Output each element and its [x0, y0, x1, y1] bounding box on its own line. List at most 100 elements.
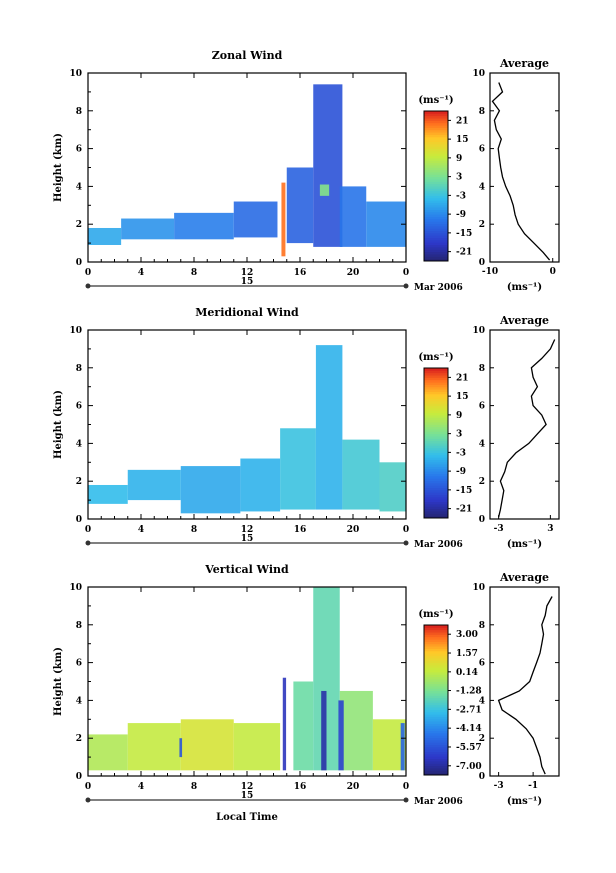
colorbar-segment: [424, 202, 448, 206]
colorbar-segment: [424, 475, 448, 479]
y-tick-label: 0: [76, 515, 82, 525]
colorbar-segment: [424, 735, 448, 738]
x-tick-label: 12: [241, 782, 254, 792]
colorbar-segment: [424, 683, 448, 687]
profile-frame: [489, 586, 560, 777]
colorbar-segment: [424, 239, 448, 243]
colorbar-segment: [424, 760, 448, 764]
colorbar-label: 15: [456, 135, 469, 145]
colorbar-label: 0.14: [456, 668, 478, 678]
colorbar-segment: [424, 200, 448, 203]
colorbar-segment: [424, 391, 448, 395]
colorbar-label: 3: [456, 430, 462, 440]
colorbar-segment: [424, 207, 448, 210]
y-tick-label: 8: [76, 621, 82, 631]
profile-y-tick-label: 10: [472, 326, 485, 336]
colorbar-segment: [424, 167, 448, 171]
data-patch: [321, 690, 327, 771]
colorbar-segment: [424, 669, 448, 673]
colorbar-frame: [423, 624, 449, 776]
colorbar-segment: [424, 253, 448, 257]
colorbar-segment: [424, 372, 448, 376]
x-tick-label: 8: [191, 268, 197, 278]
x-tick-label: 8: [191, 525, 197, 535]
colorbar-segment: [424, 709, 448, 713]
colorbar-segment: [424, 667, 448, 671]
colorbar-unit: (ms⁻¹): [418, 352, 453, 363]
data-patch: [319, 184, 330, 196]
colorbar-label: -21: [456, 248, 472, 258]
profile-y-tick-label: 8: [479, 364, 485, 374]
colorbar-label: 9: [456, 154, 462, 164]
colorbar-segment: [424, 471, 448, 474]
colorbar-segment: [424, 150, 448, 154]
colorbar-segment: [424, 246, 448, 250]
colorbar-segment: [424, 627, 448, 631]
colorbar-segment: [424, 249, 448, 253]
y-tick-label: 6: [76, 145, 82, 155]
colorbar-segment: [424, 746, 448, 750]
colorbar-segment: [424, 431, 448, 435]
colorbar-label: 21: [456, 373, 469, 383]
colorbar-segment: [424, 214, 448, 217]
colorbar-segment: [424, 113, 448, 117]
colorbar-segment: [424, 492, 448, 496]
data-patch: [180, 466, 241, 514]
colorbar-segment: [424, 396, 448, 399]
colorbar-segment: [424, 695, 448, 699]
colorbar-label: 15: [456, 392, 469, 402]
colorbar-segment: [424, 160, 448, 164]
data-patch: [338, 700, 344, 771]
profile-y-tick-label: 4: [479, 696, 485, 706]
average-profile-line: [497, 339, 556, 518]
data-patch: [233, 201, 278, 238]
colorbar-unit: (ms⁻¹): [418, 609, 453, 620]
colorbar-segment: [424, 464, 448, 467]
data-patch: [179, 738, 183, 758]
colorbar-unit: (ms⁻¹): [418, 95, 453, 106]
colorbar-segment: [424, 478, 448, 481]
colorbar-segment: [424, 169, 448, 173]
colorbar-segment: [424, 692, 448, 696]
data-patch: [400, 723, 405, 771]
colorbar-label: -4.14: [456, 724, 482, 734]
profile-frame: [489, 72, 560, 263]
colorbar-segment: [424, 379, 448, 383]
colorbar-segment: [424, 221, 448, 224]
colorbar-segment: [424, 153, 448, 157]
x-tick-label: 20: [347, 525, 360, 535]
colorbar-segment: [424, 767, 448, 771]
colorbar-segment: [424, 723, 448, 727]
data-patch: [339, 186, 367, 247]
colorbar-segment: [424, 197, 448, 201]
colorbar-segment: [424, 134, 448, 138]
average-profile-line: [491, 82, 551, 261]
colorbar-label: -2.71: [456, 705, 482, 715]
date-bar-end: [403, 540, 409, 546]
colorbar-segment: [424, 657, 448, 661]
colorbar-segment: [424, 756, 448, 760]
y-axis-label: Height (km): [53, 647, 64, 716]
colorbar-segment: [424, 744, 448, 748]
date-bar-end: [85, 540, 91, 546]
colorbar-segment: [424, 164, 448, 168]
colorbar-segment: [424, 772, 448, 776]
colorbar-segment: [424, 216, 448, 220]
profile-y-tick-label: 4: [479, 439, 485, 449]
y-tick-label: 10: [69, 583, 82, 593]
colorbar-segment: [424, 435, 448, 439]
date-bar-end: [403, 283, 409, 289]
colorbar-segment: [424, 398, 448, 402]
data-patch: [339, 690, 373, 771]
colorbar-segment: [424, 454, 448, 458]
colorbar-segment: [424, 690, 448, 694]
colorbar-segment: [424, 457, 448, 460]
profile-y-tick-label: 0: [479, 258, 485, 268]
colorbar-segment: [424, 122, 448, 126]
panel-title: Vertical Wind: [204, 563, 289, 576]
profile-y-tick-label: 2: [479, 734, 485, 744]
colorbar-label: -1.28: [456, 687, 482, 697]
panel-title: Zonal Wind: [212, 49, 283, 62]
x-tick-label: 0: [85, 782, 91, 792]
colorbar-segment: [424, 386, 448, 390]
